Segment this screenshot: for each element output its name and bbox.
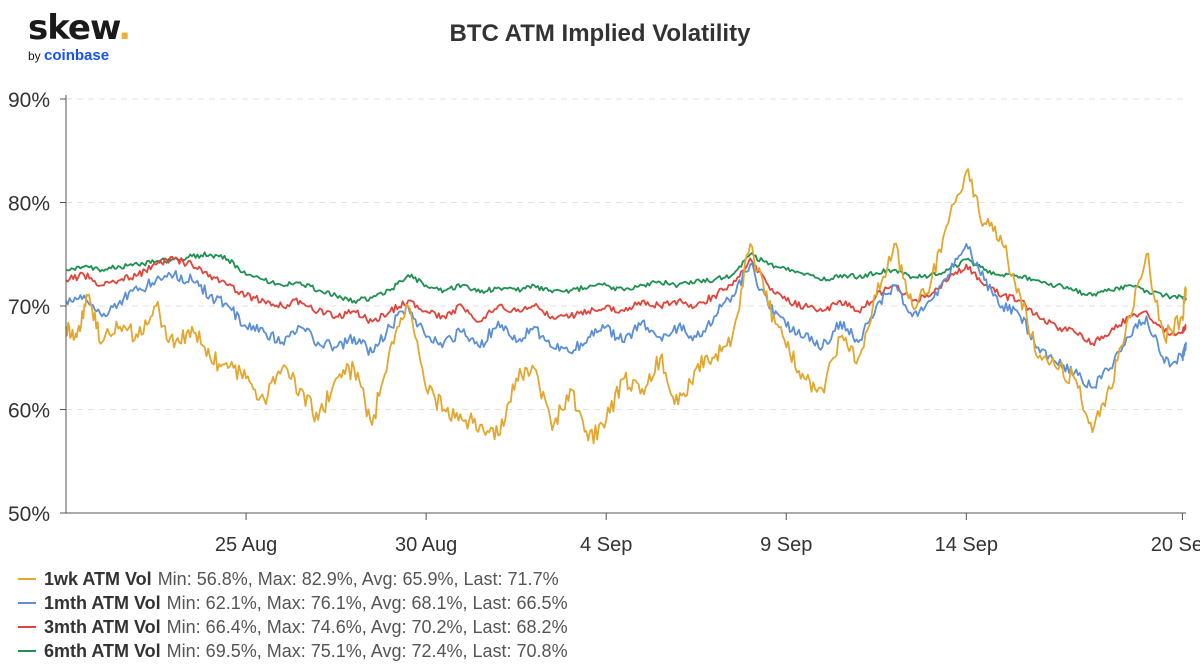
- x-tick-label: 30 Aug: [395, 534, 457, 556]
- legend-series-name: 6mth ATM Vol: [44, 640, 161, 661]
- x-tick-label: 20 Sep: [1151, 534, 1200, 556]
- legend-series-name: 1mth ATM Vol: [44, 592, 161, 613]
- legend-swatch: [18, 650, 36, 652]
- legend-item[interactable]: 3mth ATM Vol Min: 66.4%, Max: 74.6%, Avg:…: [18, 615, 568, 639]
- logo-dot: .: [118, 8, 131, 48]
- y-tick-label: 80%: [8, 193, 50, 216]
- grid-layer: [66, 98, 1186, 410]
- series-line-1mth: [65, 243, 1187, 389]
- axis-layer: 50% 60% 70% 80% 90% 25 Aug 30 Aug 4 Sep 9 Sep 14 …: [8, 89, 1200, 556]
- series-layer: [65, 168, 1187, 445]
- logo-byline: by coinbase: [28, 48, 138, 64]
- legend-series-stats: Min: 56.8%, Max: 82.9%, Avg: 65.9%, Last…: [157, 568, 559, 589]
- x-tick-label: 4 Sep: [580, 534, 632, 556]
- legend: 1wk ATM Vol Min: 56.8%, Max: 82.9%, Avg: …: [18, 567, 568, 663]
- series-line-6mth: [65, 251, 1187, 304]
- chart-title: BTC ATM Implied Volatility: [449, 20, 751, 47]
- logo-by: by: [28, 49, 41, 63]
- series-line-1wk: [65, 168, 1187, 445]
- x-tick-label: 25 Aug: [215, 534, 277, 556]
- x-tick-label: 9 Sep: [760, 534, 812, 556]
- legend-item[interactable]: 6mth ATM Vol Min: 69.5%, Max: 75.1%, Avg:…: [18, 639, 568, 663]
- y-tick-label: 90%: [8, 89, 50, 112]
- logo-wordmark: skew.: [28, 8, 131, 48]
- legend-swatch: [18, 578, 36, 580]
- chart-plot: 50% 60% 70% 80% 90% 25 Aug 30 Aug 4 Sep 9 Sep 14 …: [8, 89, 1200, 556]
- y-tick-label: 60%: [8, 400, 50, 423]
- series-line-3mth: [65, 255, 1187, 347]
- legend-swatch: [18, 602, 36, 604]
- y-tick-label: 70%: [8, 296, 50, 319]
- y-tick-label: 50%: [8, 503, 50, 526]
- legend-series-name: 3mth ATM Vol: [44, 616, 161, 637]
- skew-logo: skew. by coinbase: [28, 10, 138, 64]
- legend-item[interactable]: 1wk ATM Vol Min: 56.8%, Max: 82.9%, Avg: …: [18, 567, 568, 591]
- legend-series-stats: Min: 69.5%, Max: 75.1%, Avg: 72.4%, Last…: [166, 640, 568, 661]
- logo-brand: coinbase: [44, 47, 110, 64]
- legend-series-name: 1wk ATM Vol: [44, 568, 152, 589]
- x-tick-label: 14 Sep: [935, 534, 998, 556]
- legend-item[interactable]: 1mth ATM Vol Min: 62.1%, Max: 76.1%, Avg:…: [18, 591, 568, 615]
- legend-series-stats: Min: 62.1%, Max: 76.1%, Avg: 68.1%, Last…: [166, 592, 568, 613]
- legend-swatch: [18, 626, 36, 628]
- legend-series-stats: Min: 66.4%, Max: 74.6%, Avg: 70.2%, Last…: [166, 616, 568, 637]
